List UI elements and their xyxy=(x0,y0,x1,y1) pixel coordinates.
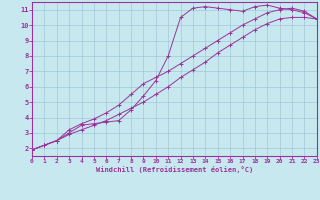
X-axis label: Windchill (Refroidissement éolien,°C): Windchill (Refroidissement éolien,°C) xyxy=(96,166,253,173)
